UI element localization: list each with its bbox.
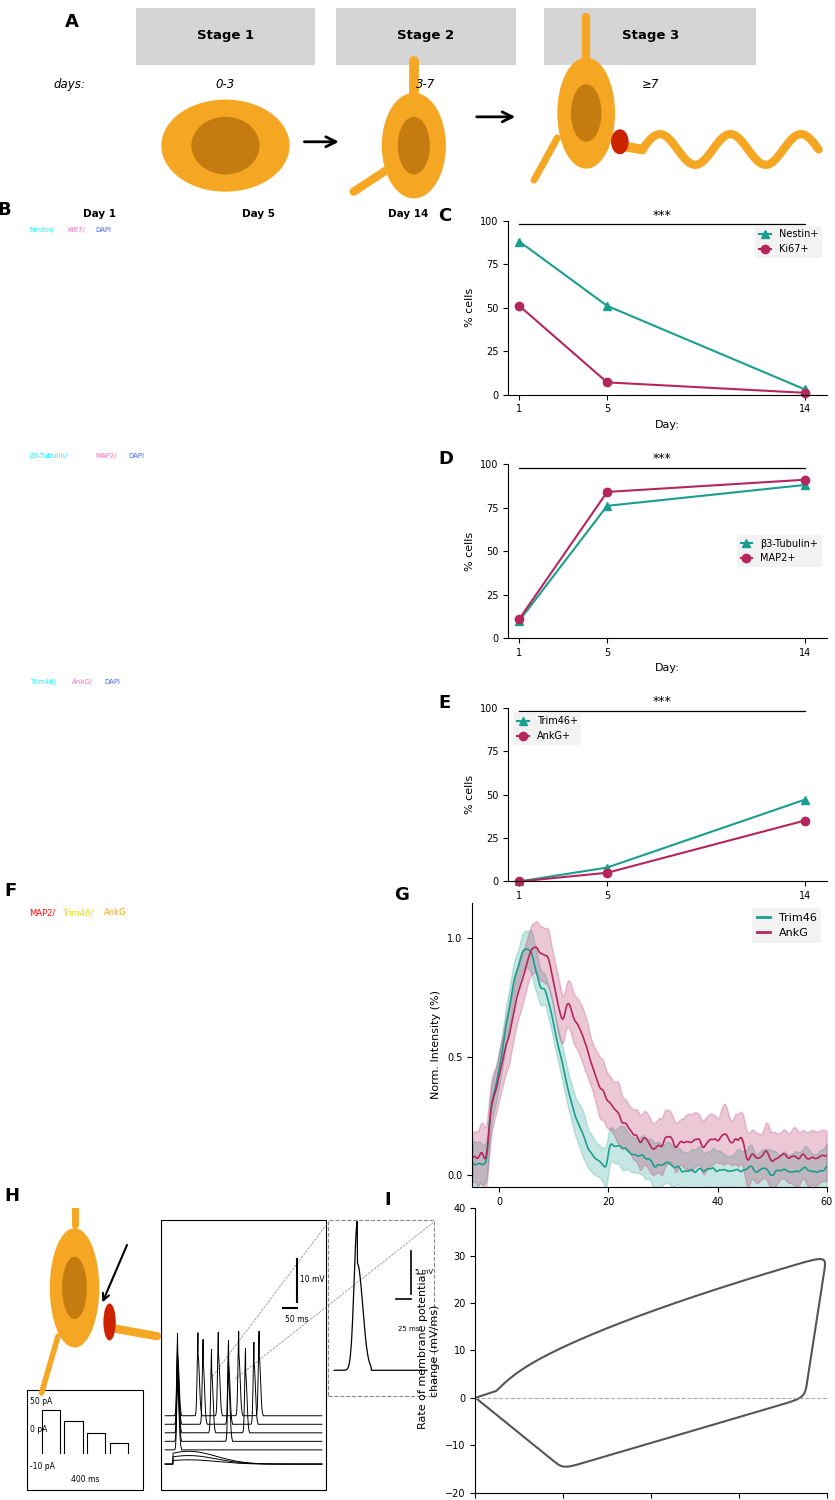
X-axis label: Day:: Day: — [655, 420, 680, 430]
Y-axis label: Norm. Intensity (%): Norm. Intensity (%) — [432, 990, 442, 1100]
Text: Stage 3: Stage 3 — [622, 28, 679, 42]
Legend: Trim46+, AnkG+: Trim46+, AnkG+ — [514, 712, 581, 746]
Ellipse shape — [104, 1304, 116, 1341]
Text: H: H — [4, 1188, 19, 1206]
Text: Stage 2: Stage 2 — [397, 28, 454, 42]
Text: 25 ms: 25 ms — [398, 1326, 419, 1332]
Text: 50 ms: 50 ms — [285, 1316, 308, 1324]
FancyBboxPatch shape — [27, 1390, 143, 1490]
Text: Trim46/: Trim46/ — [30, 678, 56, 684]
Text: Trim46/: Trim46/ — [63, 909, 94, 918]
Ellipse shape — [62, 1257, 87, 1318]
Text: days:: days: — [53, 78, 85, 90]
Text: E: E — [438, 693, 451, 711]
Text: 0 pA: 0 pA — [30, 1425, 48, 1434]
X-axis label: Day:: Day: — [655, 906, 680, 916]
Ellipse shape — [557, 57, 615, 168]
Text: Day 1: Day 1 — [84, 209, 116, 219]
Text: β3-Tubulin/: β3-Tubulin/ — [30, 453, 68, 459]
X-axis label: Distance (μm): Distance (μm) — [610, 1212, 689, 1222]
Text: ≥7: ≥7 — [641, 78, 659, 90]
Text: 3-7: 3-7 — [416, 78, 436, 90]
Text: 10 mV: 10 mV — [301, 1275, 325, 1284]
Text: D: D — [438, 450, 453, 468]
Ellipse shape — [611, 129, 629, 154]
Legend: Nestin+, Ki67+: Nestin+, Ki67+ — [755, 225, 822, 258]
Text: Day 14: Day 14 — [388, 209, 428, 219]
Text: MAP2/: MAP2/ — [95, 453, 117, 459]
Text: ***: *** — [653, 209, 671, 222]
Text: I: I — [384, 1191, 391, 1209]
Text: F: F — [4, 882, 17, 900]
Ellipse shape — [191, 117, 260, 174]
Ellipse shape — [382, 93, 446, 198]
Text: C: C — [438, 207, 452, 225]
Text: DAPI: DAPI — [128, 453, 144, 459]
Ellipse shape — [571, 84, 601, 142]
Text: MAP2/: MAP2/ — [29, 909, 55, 918]
Text: ***: *** — [653, 452, 671, 465]
Ellipse shape — [161, 99, 290, 192]
Text: Nestin/: Nestin/ — [30, 226, 54, 232]
Legend: β3-Tubulin+, MAP2+: β3-Tubulin+, MAP2+ — [736, 534, 822, 567]
Text: 400 ms: 400 ms — [71, 1474, 99, 1484]
Text: AnkG/: AnkG/ — [72, 678, 93, 684]
Text: Day 5: Day 5 — [242, 209, 276, 219]
Text: DAPI: DAPI — [95, 226, 111, 232]
Y-axis label: % cells: % cells — [465, 288, 475, 327]
Ellipse shape — [50, 1228, 99, 1347]
Y-axis label: % cells: % cells — [465, 776, 475, 814]
FancyBboxPatch shape — [160, 1220, 326, 1490]
Y-axis label: Rate of membrane potential
change (mV/ms): Rate of membrane potential change (mV/ms… — [418, 1272, 440, 1430]
Legend: Trim46, AnkG: Trim46, AnkG — [752, 909, 821, 944]
Text: 0-3: 0-3 — [215, 78, 235, 90]
Text: ***: *** — [653, 696, 671, 708]
Text: 5 mV: 5 mV — [415, 1269, 433, 1275]
FancyBboxPatch shape — [336, 6, 516, 64]
Text: B: B — [0, 201, 11, 219]
Text: -10 pA: -10 pA — [30, 1462, 55, 1472]
Text: 50 pA: 50 pA — [30, 1396, 53, 1406]
Text: A: A — [65, 13, 79, 32]
X-axis label: Day:: Day: — [655, 663, 680, 674]
Text: Stage 1: Stage 1 — [197, 28, 254, 42]
FancyBboxPatch shape — [135, 6, 316, 64]
Text: Ki67/: Ki67/ — [67, 226, 85, 232]
Ellipse shape — [397, 117, 430, 174]
Text: G: G — [394, 885, 409, 903]
Y-axis label: % cells: % cells — [465, 531, 475, 570]
Text: AnkG: AnkG — [104, 909, 127, 918]
FancyBboxPatch shape — [544, 6, 757, 64]
Text: DAPI: DAPI — [104, 678, 120, 684]
FancyBboxPatch shape — [327, 1220, 433, 1397]
